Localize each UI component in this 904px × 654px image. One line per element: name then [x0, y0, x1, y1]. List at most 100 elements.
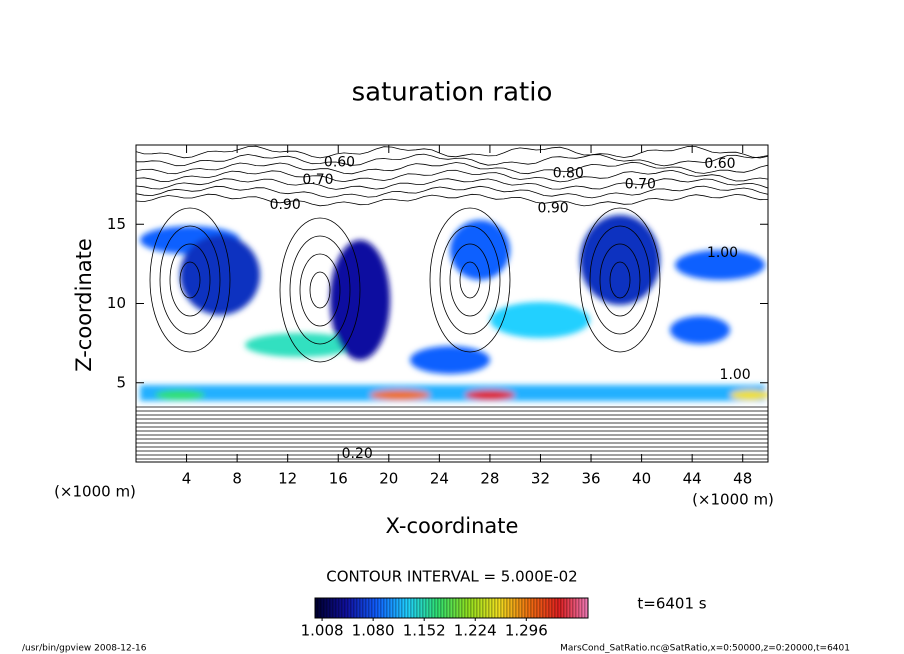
y-axis-label: Z-coordinate: [72, 238, 96, 372]
colorbar-cell: [536, 597, 541, 619]
x-tick-label: 16: [329, 470, 348, 488]
field-blob: [450, 220, 510, 280]
chart-title: saturation ratio: [352, 78, 553, 108]
time-label: t=6401 s: [637, 595, 706, 613]
colorbar-cell: [380, 597, 385, 619]
x-unit: (×1000 m): [692, 491, 774, 509]
colorbar-tick-label: 1.224: [454, 622, 497, 640]
colorbar-cell: [440, 597, 445, 619]
contour-interval: CONTOUR INTERVAL = 5.000E-02: [326, 568, 577, 586]
colorbar-cell: [476, 597, 481, 619]
footer-right: MarsCond_SatRatio.nc@SatRatio,x=0:50000,…: [560, 644, 850, 654]
colorbar-cell: [548, 597, 553, 619]
colorbar-cell: [572, 597, 577, 619]
field-band: [140, 385, 765, 401]
colorbar-cell: [566, 597, 571, 619]
colorbar-cell: [359, 597, 364, 619]
field-blob: [670, 316, 730, 344]
x-tick-label: 40: [632, 470, 651, 488]
colorbar-cell: [557, 597, 562, 619]
colorbar-cell: [560, 597, 565, 619]
colorbar-cell: [413, 597, 418, 619]
colorbar-tick-label: 1.080: [352, 622, 395, 640]
x-tick-label: 12: [278, 470, 297, 488]
colorbar-cell: [497, 597, 502, 619]
colorbar-cell: [410, 597, 415, 619]
colorbar-cell: [422, 597, 427, 619]
colorbar-cell: [575, 597, 580, 619]
colorbar-cell: [386, 597, 391, 619]
colorbar-cell: [458, 597, 463, 619]
contour-line: [309, 271, 331, 309]
colorbar-cell: [521, 597, 526, 619]
colorbar-cell: [434, 597, 439, 619]
colorbar-cell: [524, 597, 529, 619]
colorbar-cell: [491, 597, 496, 619]
contour-label: 0.60: [704, 156, 735, 172]
colorbar-cell: [482, 597, 487, 619]
colorbar-cell: [335, 597, 340, 619]
field: [140, 215, 768, 401]
colorbar-cell: [332, 597, 337, 619]
colorbar-cell: [542, 597, 547, 619]
colorbar-cell: [569, 597, 574, 619]
contour-line: [136, 169, 768, 183]
colorbar-cell: [554, 597, 559, 619]
contour-line: [169, 243, 211, 317]
colorbar-cell: [383, 597, 388, 619]
field-blob: [245, 333, 355, 357]
x-tick-label: 24: [430, 470, 449, 488]
contour-line: [159, 225, 221, 335]
field-blob: [675, 250, 765, 280]
colorbar-cell: [428, 597, 433, 619]
colorbar-cell: [353, 597, 358, 619]
colorbar-cell: [578, 597, 583, 619]
colorbar-cell: [530, 597, 535, 619]
contour-line: [599, 243, 641, 317]
colorbar-cell: [320, 597, 325, 619]
x-tick-label: 8: [232, 470, 242, 488]
colorbar-cell: [431, 597, 436, 619]
x-tick-label: 4: [182, 470, 192, 488]
contour-line: [136, 145, 768, 159]
colorbar-cell: [473, 597, 478, 619]
x-tick-label: 28: [480, 470, 499, 488]
colorbar-cell: [356, 597, 361, 619]
colorbar-cell: [344, 597, 349, 619]
colorbar-cell: [401, 597, 406, 619]
colorbar-cell: [329, 597, 334, 619]
contour-line: [609, 261, 631, 299]
colorbar-cell: [377, 597, 382, 619]
contour-label: 0.60: [324, 154, 355, 170]
colorbar: 1.008 1.080 1.152 1.224 1.296: [301, 597, 589, 640]
colorbar-cell: [317, 597, 322, 619]
colorbar-cell: [485, 597, 490, 619]
x-tick-label: 36: [581, 470, 600, 488]
colorbar-cell: [506, 597, 511, 619]
colorbar-cell: [518, 597, 523, 619]
colorbar-cell: [371, 597, 376, 619]
x-tick-label: 48: [733, 470, 752, 488]
contour-label: 0.80: [553, 166, 584, 182]
contour-line: [136, 178, 768, 190]
colorbar-cell: [326, 597, 331, 619]
contour-line: [136, 193, 768, 207]
colorbar-cell: [368, 597, 373, 619]
field-blob: [155, 390, 205, 400]
x-tick-label: 32: [531, 470, 550, 488]
contour-line: [299, 253, 341, 327]
x-tick-label: 44: [683, 470, 702, 488]
contour-line: [136, 161, 768, 175]
colorbar-cell: [449, 597, 454, 619]
colorbar-cell: [416, 597, 421, 619]
contour-label: 0.20: [342, 446, 373, 462]
contour-label: 1.00: [707, 245, 738, 261]
colorbar-cell: [488, 597, 493, 619]
colorbar-cell: [425, 597, 430, 619]
footer-left: /usr/bin/gpview 2008-12-16: [22, 644, 147, 654]
y-tick-label: 10: [107, 294, 126, 312]
contour-line: [149, 207, 231, 353]
colorbar-cell: [398, 597, 403, 619]
contour-line: [459, 261, 481, 299]
